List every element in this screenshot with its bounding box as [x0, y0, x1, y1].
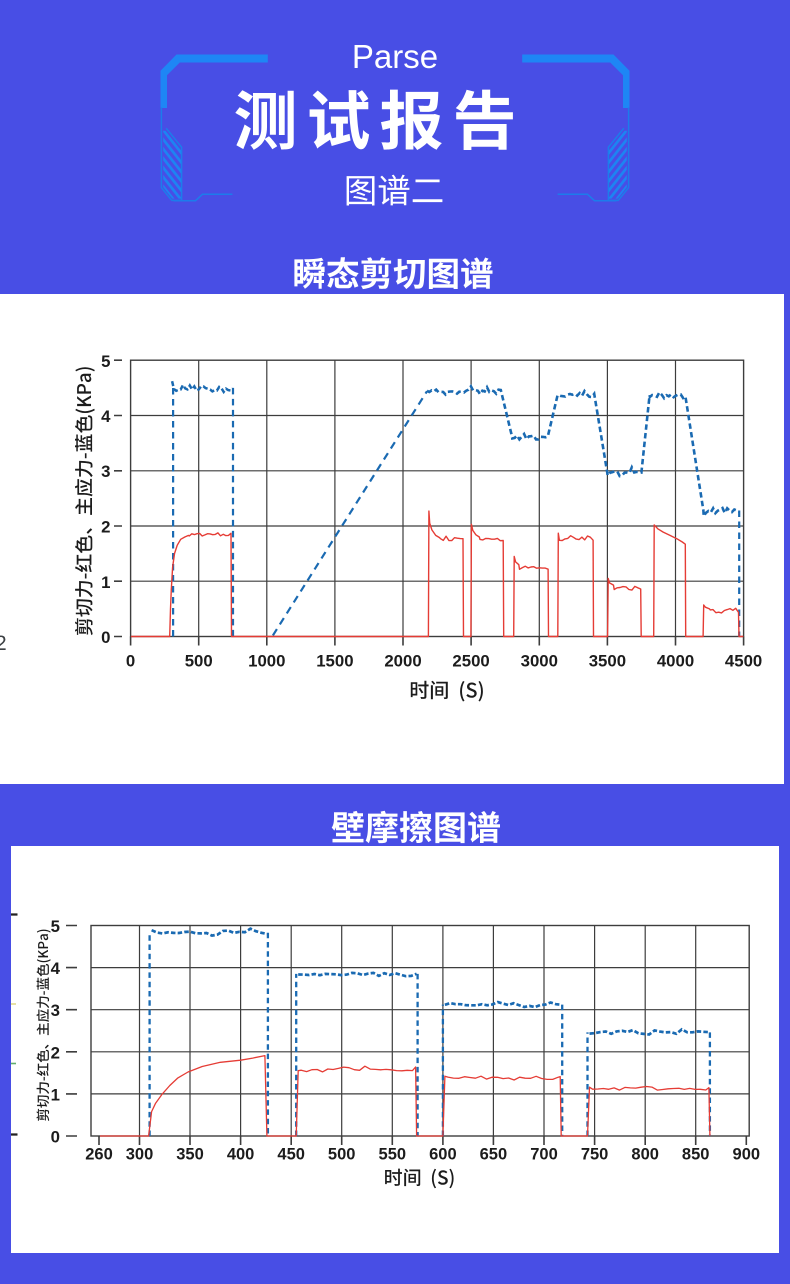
- svg-text:900: 900: [733, 1146, 761, 1164]
- svg-text:1000: 1000: [248, 652, 285, 671]
- svg-text:500: 500: [185, 652, 213, 671]
- svg-text:0: 0: [101, 628, 110, 647]
- svg-text:300: 300: [126, 1146, 154, 1164]
- svg-text:400: 400: [227, 1146, 255, 1164]
- svg-text:4000: 4000: [657, 652, 694, 671]
- svg-text:550: 550: [379, 1146, 407, 1164]
- svg-text:750: 750: [581, 1146, 609, 1164]
- svg-text:260: 260: [85, 1146, 113, 1164]
- svg-text:2: 2: [0, 632, 7, 655]
- svg-text:1500: 1500: [316, 652, 353, 671]
- svg-text:3: 3: [51, 1001, 60, 1020]
- svg-text:4: 4: [101, 407, 111, 426]
- svg-text:2: 2: [51, 1043, 60, 1062]
- svg-text:4: 4: [51, 959, 61, 978]
- svg-text:2500: 2500: [452, 652, 489, 671]
- svg-text:3500: 3500: [589, 652, 626, 671]
- svg-text:3: 3: [101, 462, 110, 481]
- svg-text:450: 450: [277, 1146, 305, 1164]
- svg-text:600: 600: [429, 1146, 457, 1164]
- svg-text:0: 0: [126, 652, 135, 671]
- svg-text:350: 350: [176, 1146, 204, 1164]
- svg-text:2: 2: [101, 518, 110, 537]
- svg-text:1: 1: [101, 573, 110, 592]
- svg-text:5: 5: [51, 917, 60, 936]
- svg-text:500: 500: [328, 1146, 356, 1164]
- svg-text:3000: 3000: [521, 652, 558, 671]
- svg-text:850: 850: [682, 1146, 710, 1164]
- svg-text:1: 1: [51, 1085, 60, 1104]
- svg-text:5: 5: [101, 352, 110, 371]
- svg-text:800: 800: [631, 1146, 659, 1164]
- svg-text:4500: 4500: [725, 652, 762, 671]
- svg-text:2000: 2000: [384, 652, 421, 671]
- svg-text:650: 650: [480, 1146, 508, 1164]
- svg-text:700: 700: [530, 1146, 558, 1164]
- svg-text:0: 0: [51, 1128, 60, 1147]
